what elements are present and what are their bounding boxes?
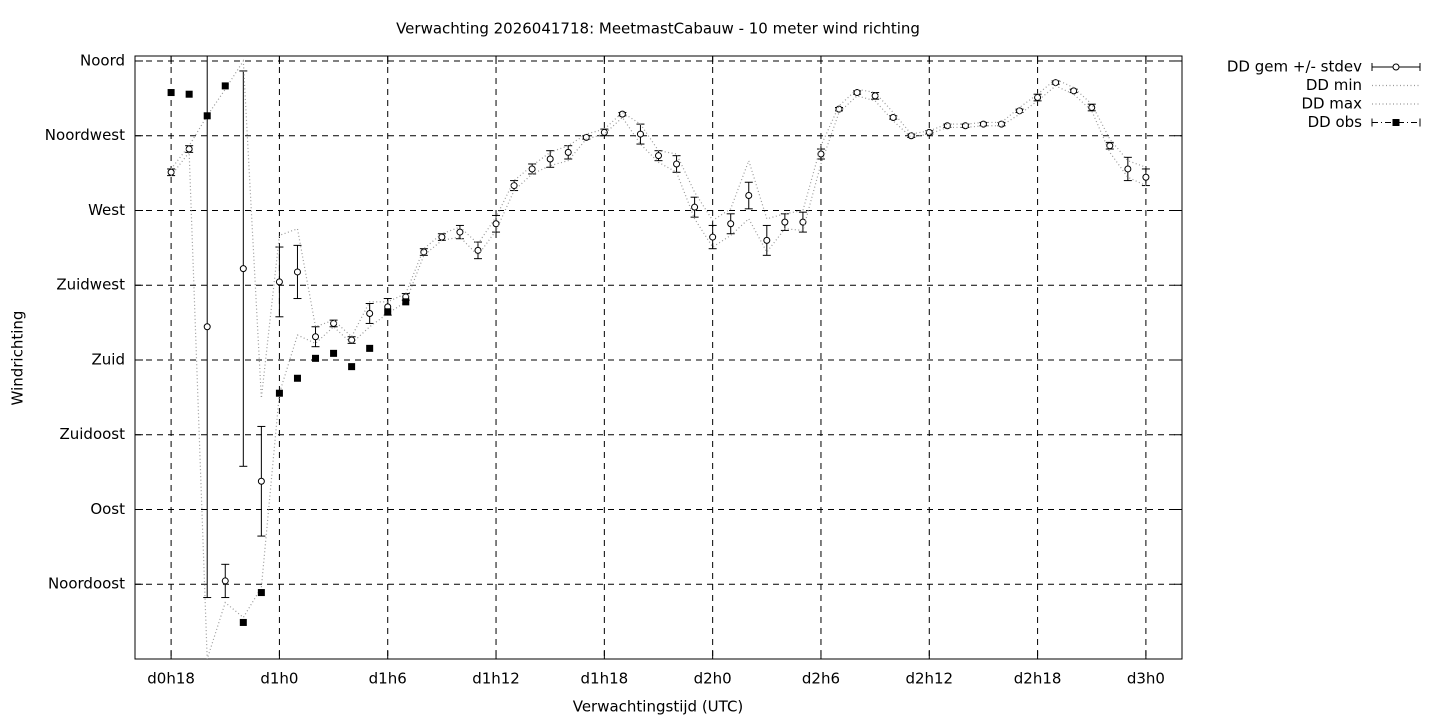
legend-label: DD obs	[1308, 113, 1363, 131]
mean-point	[745, 192, 753, 200]
mean-point	[799, 218, 807, 226]
mean-point	[1016, 107, 1024, 115]
mean-point	[1106, 142, 1114, 150]
range-line	[170, 85, 1147, 659]
obs-point	[384, 308, 392, 316]
mean-point	[312, 333, 320, 341]
plot-area	[167, 56, 1150, 659]
x-tick-label: d1h18	[581, 670, 629, 688]
mean-point	[185, 145, 193, 153]
mean-point	[618, 110, 626, 118]
y-tick-label: Zuid	[92, 350, 125, 368]
mean-point	[438, 233, 446, 241]
obs-point	[348, 363, 356, 371]
y-tick-label: Noordwest	[45, 126, 125, 144]
x-tick-label: d2h0	[694, 670, 732, 688]
x-tick-label: d1h6	[369, 670, 407, 688]
legend-label: DD gem +/- stdev	[1227, 58, 1362, 76]
mean-point	[763, 236, 771, 244]
x-tick-label: d2h18	[1014, 670, 1062, 688]
mean-point	[925, 128, 933, 136]
obs-point	[366, 344, 374, 352]
plot-frame	[134, 55, 1183, 660]
x-tick-label: d0h18	[147, 670, 195, 688]
y-tick-label: Zuidwest	[56, 276, 125, 294]
mean-point	[582, 133, 590, 141]
mean-point	[257, 477, 265, 485]
y-tick-label: Noord	[80, 51, 125, 69]
obs-point	[239, 618, 247, 626]
legend-marker	[1392, 119, 1400, 126]
mean-point	[781, 218, 789, 226]
mean-point	[1124, 165, 1132, 173]
mean-point	[564, 148, 572, 156]
obs-point	[257, 589, 265, 597]
mean-point	[691, 203, 699, 211]
x-tick-label: d1h0	[260, 670, 298, 688]
mean-point	[492, 220, 500, 228]
obs-point	[330, 349, 338, 357]
mean-point	[528, 165, 536, 173]
obs-point	[312, 354, 320, 362]
y-axis-label: Windrichting	[9, 311, 27, 406]
obs-point	[293, 374, 301, 382]
mean-point	[889, 113, 897, 121]
y-tick-label: Zuidoost	[59, 425, 125, 443]
x-tick-label: d2h12	[905, 670, 953, 688]
mean-point	[871, 92, 879, 100]
mean-point	[997, 120, 1005, 128]
obs-point	[203, 112, 211, 120]
mean-point	[456, 228, 464, 236]
y-tick-label: Oost	[90, 500, 125, 518]
range-line	[170, 59, 1147, 399]
obs-point	[275, 389, 283, 397]
x-tick-label: d3h0	[1127, 670, 1165, 688]
mean-point	[275, 278, 283, 286]
mean-point	[1052, 79, 1060, 87]
y-tick-label: Noordoost	[48, 575, 125, 593]
mean-point	[239, 265, 247, 273]
legend-label: DD max	[1301, 95, 1362, 113]
legend-label: DD min	[1306, 76, 1362, 94]
mean-point	[600, 128, 608, 136]
x-tick-label: d2h6	[802, 670, 840, 688]
mean-point	[293, 268, 301, 276]
legend-marker	[1392, 63, 1400, 71]
obs-point	[185, 90, 193, 98]
chart-title: Verwachting 2026041718: MeetmastCabauw -…	[396, 20, 920, 38]
x-tick-label: d1h12	[472, 670, 520, 688]
x-axis-label: Verwachtingstijd (UTC)	[573, 698, 744, 716]
mean-point	[709, 233, 717, 241]
mean-point	[366, 309, 374, 317]
mean-point	[636, 130, 644, 138]
mean-point	[655, 152, 662, 160]
obs-point	[167, 89, 175, 97]
y-tick-label: West	[88, 201, 125, 219]
obs-point	[221, 82, 229, 90]
mean-point	[1142, 173, 1150, 181]
mean-point	[221, 577, 229, 585]
mean-point	[727, 220, 735, 228]
mean-point	[853, 89, 861, 97]
mean-point	[474, 246, 482, 254]
mean-point	[673, 160, 681, 168]
mean-point	[203, 323, 211, 331]
mean-point	[943, 122, 951, 130]
mean-point	[546, 155, 554, 163]
obs-point	[402, 298, 410, 306]
